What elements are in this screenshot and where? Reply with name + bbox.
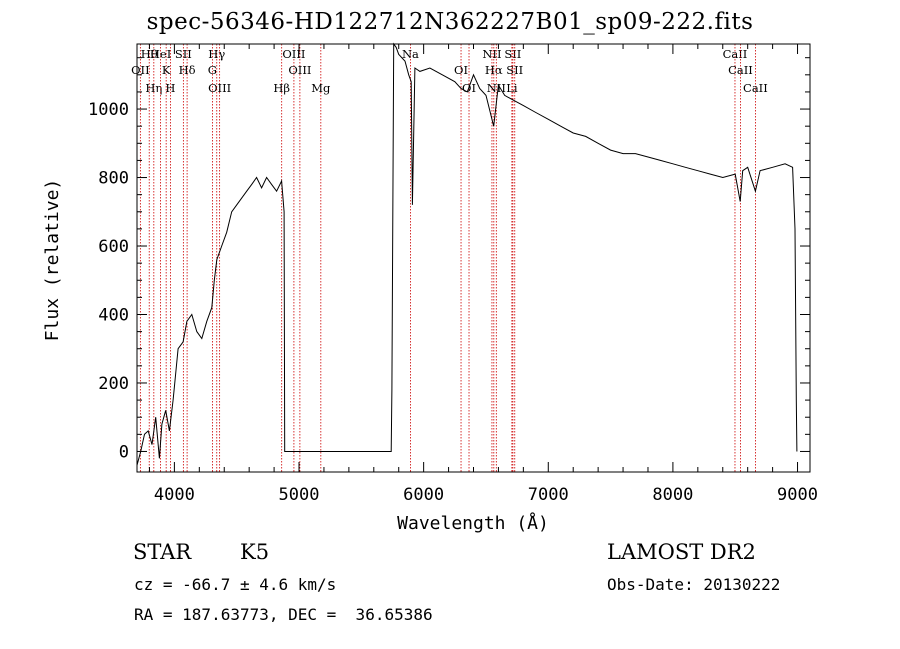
y-axis-label: Flux (relative) (42, 179, 63, 342)
spectral-line-label: CaII (728, 63, 753, 77)
spectral-line-label: CaII (723, 47, 748, 61)
y-tick-label: 0 (119, 442, 129, 462)
spectral-line-label: Hη (145, 81, 162, 95)
spectral-line-label: OIII (208, 81, 231, 95)
spectral-line-label: SII (506, 63, 523, 77)
spectral-line-label: SII (175, 47, 192, 61)
spectral-line-label: Hγ (208, 47, 225, 61)
spectral-line-label: Mg (311, 81, 331, 95)
x-tick-label: 5000 (279, 485, 320, 505)
axis-ticks: 4000 5000 6000 7000 8000 9000 0 200 400 600 800 100… (88, 44, 818, 505)
spectral-line-label: HeI (150, 47, 171, 61)
y-tick-label: 1000 (88, 100, 129, 120)
x-tick-label: 9000 (777, 485, 818, 505)
plot-frame (136, 43, 811, 473)
spectral-line-label: OI (454, 63, 468, 77)
spectral-line-label: Hα (485, 63, 503, 77)
x-tick-label: 7000 (528, 485, 569, 505)
y-tick-label: 400 (98, 305, 129, 325)
spectral-line-label: Na (402, 47, 419, 61)
spectral-line-label: NII (487, 81, 506, 95)
spectral-line-label: Hδ (179, 63, 196, 77)
redshift-text: cz = -66.7 ± 4.6 km/s (134, 575, 337, 594)
spectral-line-label: CaII (743, 81, 768, 95)
object-subclass: K5 (240, 540, 270, 564)
spectral-line-label: G (208, 63, 217, 77)
chart-title: spec-56346-HD122712N362227B01_sp09-222.f… (146, 9, 754, 35)
spectral-line-label: H (165, 81, 175, 95)
spectral-line-label: OIII (282, 47, 305, 61)
spectrum-series (136, 42, 798, 466)
spectral-line-label: Li (506, 81, 518, 95)
x-axis-label: Wavelength (Å) (397, 512, 549, 534)
spectral-line-label: NII (482, 47, 501, 61)
y-tick-label: 200 (98, 374, 129, 394)
object-class: STAR (133, 540, 192, 564)
spectral-line-label: OII (131, 63, 150, 77)
y-tick-label: 600 (98, 237, 129, 257)
spectral-line-label: SII (504, 47, 521, 61)
spectral-lines: HθOIIHηHeIKHSIIHδOIIIHγGHβOIIIOIIIMgNaOI… (131, 44, 768, 472)
x-tick-label: 8000 (652, 485, 693, 505)
x-tick-label: 6000 (403, 485, 444, 505)
x-tick-label: 4000 (154, 485, 195, 505)
spectral-line-label: K (162, 63, 171, 77)
spectral-line-label: Hβ (273, 81, 290, 95)
coordinates: RA = 187.63773, DEC = 36.65386 (134, 605, 433, 624)
y-tick-label: 800 (98, 169, 129, 189)
survey-name: LAMOST DR2 (607, 540, 756, 564)
spectral-line-label: OIII (288, 63, 311, 77)
obs-date: Obs-Date: 20130222 (607, 575, 781, 594)
